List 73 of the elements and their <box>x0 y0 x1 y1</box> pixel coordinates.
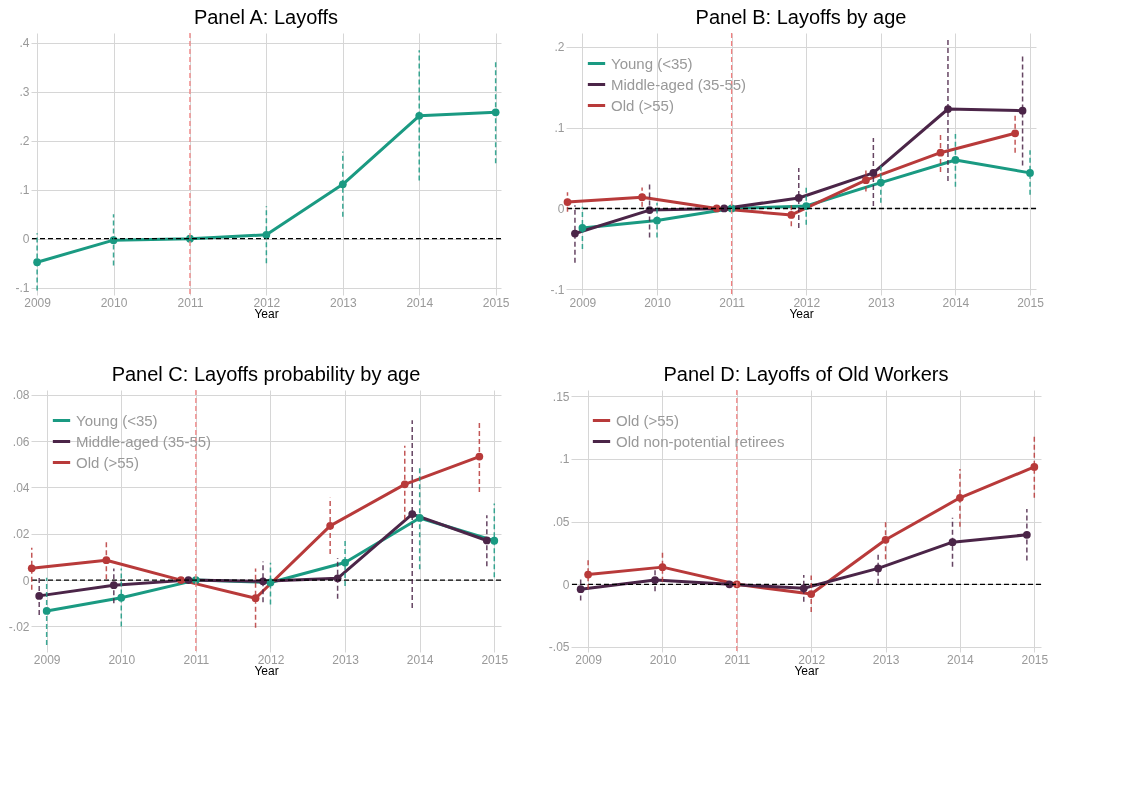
y-tick-label: .05 <box>552 515 570 530</box>
x-tick-label: 2014 <box>947 652 975 667</box>
x-tick-label: 2009 <box>24 295 52 310</box>
point <box>117 593 126 602</box>
y-tick-label: 0 <box>22 573 30 588</box>
x-tick-label: 2010 <box>649 652 677 667</box>
y-tick-label: -.05 <box>548 640 570 655</box>
point <box>948 538 957 547</box>
x-tick-label: 2013 <box>329 295 357 310</box>
chart-title: Panel D: Layoffs of Old Workers <box>663 363 949 386</box>
y-tick-label: .15 <box>552 389 570 404</box>
point <box>881 535 890 544</box>
x-tick-label: 2009 <box>33 652 61 667</box>
point <box>576 585 585 594</box>
point <box>951 156 960 164</box>
y-tick-label: .04 <box>12 480 30 495</box>
x-tick-label: 2009 <box>575 652 603 667</box>
x-tick-label: 2010 <box>108 652 136 667</box>
chart-title: Panel C: Layoffs probability by age <box>111 362 421 385</box>
point <box>251 594 260 603</box>
point <box>658 563 667 571</box>
point <box>102 556 111 565</box>
point <box>1030 463 1039 471</box>
point <box>787 211 796 219</box>
x-tick-label: 2015 <box>1021 652 1049 667</box>
x-tick-label: 2015 <box>481 652 509 667</box>
y-tick-label: .1 <box>559 452 570 467</box>
x-tick-label: 2010 <box>644 295 672 310</box>
x-tick-label: 2014 <box>406 295 434 310</box>
y-tick-label: 0 <box>562 577 570 592</box>
point <box>27 564 36 573</box>
legend-label: Young (<35) <box>76 411 158 429</box>
point <box>563 198 572 206</box>
x-tick-label: 2014 <box>406 652 434 667</box>
y-tick-label: 0 <box>22 232 30 247</box>
legend-label: Old (>55) <box>611 96 674 114</box>
x-tick-label: 2011 <box>183 652 210 667</box>
y-tick-label: .06 <box>12 434 30 449</box>
x-tick-label: 2015 <box>1017 295 1045 310</box>
y-tick-label: .02 <box>12 527 30 542</box>
y-tick-label: 0 <box>557 201 565 216</box>
y-tick-label: .4 <box>19 36 30 51</box>
x-tick-label: 2013 <box>872 652 900 667</box>
y-tick-label: .08 <box>12 388 30 403</box>
x-tick-label: 2011 <box>177 295 204 310</box>
legend-label: Middle-aged (35-55) <box>76 432 212 450</box>
y-tick-label: -.1 <box>15 281 30 296</box>
x-tick-label: 2015 <box>482 295 510 310</box>
y-tick-label: -.02 <box>8 620 30 634</box>
y-tick-label: .2 <box>554 40 565 55</box>
x-tick-label: 2011 <box>724 652 751 667</box>
y-tick-label: .1 <box>554 121 565 136</box>
x-tick-label: 2014 <box>942 295 970 310</box>
y-tick-label: .2 <box>19 134 30 149</box>
legend-label: Middle-aged (35-55) <box>611 75 747 93</box>
legend-label: Old non-potential retirees <box>616 432 785 450</box>
x-tick-label: 2013 <box>867 295 895 310</box>
legend-label: Old (>55) <box>616 411 679 429</box>
legend-label: Young (<35) <box>611 54 693 72</box>
legend-label: Old (>55) <box>76 453 139 471</box>
chart-title: Panel A: Layoffs <box>193 6 339 29</box>
point <box>42 607 51 615</box>
x-tick-label: 2010 <box>100 295 128 310</box>
point <box>578 224 587 232</box>
y-tick-label: -.1 <box>550 282 565 297</box>
x-tick-label: 2013 <box>332 652 360 667</box>
x-tick-label: 2011 <box>719 295 746 310</box>
x-tick-label: 2009 <box>569 295 597 310</box>
y-tick-label: .3 <box>19 85 30 100</box>
point <box>415 514 424 522</box>
point <box>869 169 878 177</box>
chart-title: Panel B: Layoffs by age <box>695 6 907 29</box>
y-tick-label: .1 <box>19 183 30 198</box>
